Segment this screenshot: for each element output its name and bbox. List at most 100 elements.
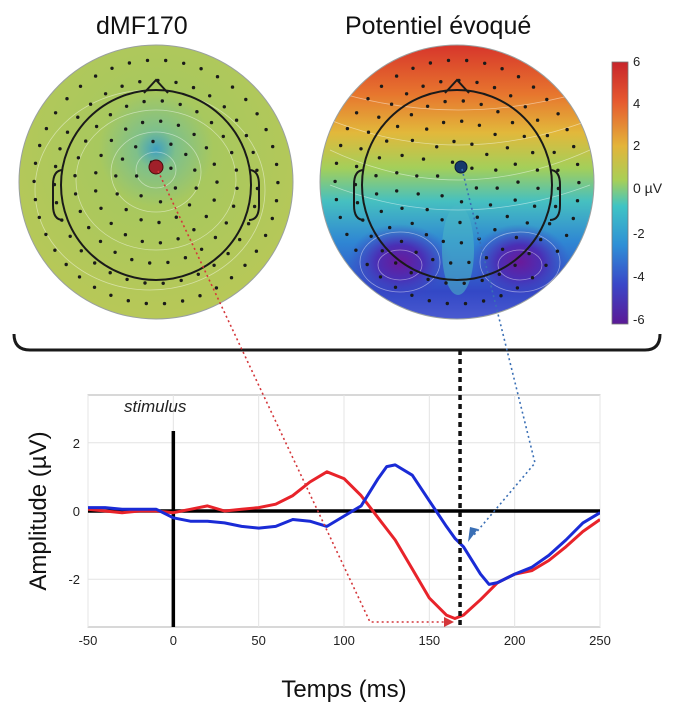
electrode-dot bbox=[416, 192, 420, 196]
electrode-dot bbox=[404, 92, 409, 96]
electrode-dot bbox=[555, 249, 560, 253]
electrode-dot bbox=[441, 120, 446, 125]
electrode-dot bbox=[93, 261, 97, 265]
electrode-dot bbox=[222, 105, 226, 109]
electrode-dot bbox=[209, 120, 214, 125]
electrode-dot bbox=[500, 247, 505, 251]
electrode-dot bbox=[426, 277, 430, 282]
electrode-dot bbox=[53, 111, 58, 115]
electrode-dot bbox=[199, 67, 203, 71]
electrode-dot bbox=[176, 123, 181, 128]
electrode-dot bbox=[513, 198, 517, 202]
electrode-dot bbox=[144, 301, 148, 306]
electrode-dot bbox=[134, 174, 139, 178]
electrode-dot bbox=[556, 112, 560, 116]
electrode-dot bbox=[505, 214, 509, 219]
electrode-dot bbox=[139, 218, 143, 222]
head-outline-left bbox=[52, 78, 260, 281]
electrode-dot bbox=[443, 99, 447, 104]
electrode-dot bbox=[572, 144, 576, 149]
electrode-dot bbox=[255, 112, 259, 116]
electrode-dot bbox=[544, 263, 548, 267]
electrode-dot bbox=[531, 150, 535, 155]
electrode-dot bbox=[251, 150, 255, 155]
electrode-dot bbox=[113, 250, 117, 254]
electrode-dot bbox=[94, 171, 98, 175]
electrode-dot bbox=[449, 261, 453, 265]
electrode-dot bbox=[467, 260, 471, 265]
electrode-dot bbox=[76, 115, 80, 119]
electrode-dot bbox=[180, 299, 185, 303]
y-tick-label: 0 bbox=[73, 504, 80, 519]
electrode-dot bbox=[254, 249, 259, 253]
electrode-dot bbox=[130, 257, 134, 262]
electrode-dot bbox=[120, 157, 125, 161]
electrode-dot bbox=[440, 218, 444, 222]
peak-electrode-left bbox=[148, 159, 164, 175]
electrode-dot bbox=[459, 241, 464, 245]
electrode-dot bbox=[480, 278, 484, 283]
electrode-dot bbox=[410, 138, 415, 143]
electrode-dot bbox=[345, 232, 349, 237]
electrodes-left bbox=[32, 58, 280, 306]
electrode-dot bbox=[215, 75, 220, 79]
electrode-dot bbox=[575, 162, 580, 167]
electrode-dot bbox=[552, 150, 556, 155]
electrode-dot bbox=[374, 192, 379, 196]
connector-blue-arrow bbox=[461, 168, 536, 536]
electrode-dot bbox=[68, 234, 72, 238]
electrode-dot bbox=[151, 139, 155, 144]
electrode-dot bbox=[395, 171, 399, 175]
x-tick-label: -50 bbox=[79, 633, 98, 648]
erp-chart: -50 0 50 100 150 200 250 2 0 -2 stimulus Temps (… bbox=[25, 394, 611, 703]
electrode-dot bbox=[530, 276, 535, 280]
electrode-dot bbox=[226, 251, 230, 256]
electrode-dot bbox=[87, 225, 91, 230]
electrode-dot bbox=[108, 271, 112, 275]
electrode-dot bbox=[184, 152, 188, 157]
electrode-dot bbox=[477, 123, 482, 128]
electrode-dot bbox=[193, 168, 197, 172]
electrode-dot bbox=[388, 225, 392, 230]
electrode-dot bbox=[44, 126, 49, 131]
electrode-dot bbox=[212, 198, 216, 202]
electrode-dot bbox=[158, 200, 163, 204]
electrode-dot bbox=[379, 209, 383, 214]
electrode-dot bbox=[166, 260, 170, 265]
electrode-dot bbox=[463, 301, 468, 306]
electrode-dot bbox=[333, 179, 337, 184]
electrode-dot bbox=[483, 61, 487, 65]
electrode-dot bbox=[194, 186, 198, 190]
electrode-dot bbox=[271, 144, 275, 149]
electrode-dot bbox=[461, 99, 465, 103]
electrode-dot bbox=[64, 262, 68, 267]
electrode-dot bbox=[444, 281, 448, 285]
electrode-dot bbox=[276, 180, 280, 185]
electrode-dot bbox=[93, 74, 98, 78]
electrode-dot bbox=[339, 143, 343, 148]
electrode-dot bbox=[224, 221, 228, 225]
electrode-dot bbox=[556, 186, 561, 191]
electrode-dot bbox=[127, 61, 132, 65]
electrode-dot bbox=[178, 102, 182, 107]
electrode-dot bbox=[124, 104, 129, 109]
electrode-dot bbox=[575, 199, 580, 203]
electrode-dot bbox=[571, 216, 575, 221]
electrode-dot bbox=[500, 67, 504, 71]
electrode-dot bbox=[143, 281, 147, 285]
electrode-dot bbox=[221, 134, 225, 139]
electrode-dot bbox=[270, 216, 274, 221]
electrode-dot bbox=[182, 61, 186, 65]
electrode-dot bbox=[345, 126, 350, 131]
electrode-dot bbox=[577, 180, 581, 185]
electrode-dot bbox=[212, 162, 216, 166]
electrode-dot bbox=[263, 233, 268, 238]
electrode-dot bbox=[564, 233, 569, 238]
colorbar-unit-label: 0 µV bbox=[633, 180, 663, 196]
electrode-dot bbox=[140, 239, 144, 244]
electrode-dot bbox=[409, 113, 414, 117]
electrode-dot bbox=[435, 145, 439, 149]
electrode-dot bbox=[140, 120, 145, 125]
electrode-dot bbox=[183, 256, 188, 260]
electrode-dot bbox=[523, 105, 527, 109]
